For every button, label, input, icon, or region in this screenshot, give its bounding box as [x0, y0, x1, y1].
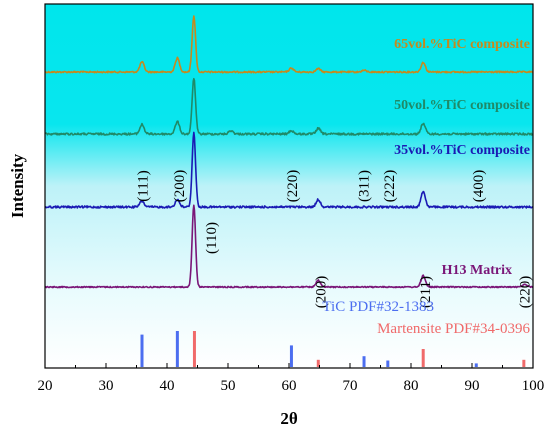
peak-index-label: (220)	[518, 276, 534, 309]
series-line	[44, 15, 534, 74]
plot-background	[45, 4, 533, 368]
peak-index-label: (200)	[314, 276, 330, 309]
peak-index-label: (222)	[382, 170, 398, 203]
reference-labels-group: TiC PDF#32-1383 Martensite PDF#34-0396	[322, 299, 530, 337]
series-line	[44, 77, 534, 136]
peak-index-label: (311)	[356, 170, 372, 202]
series-lines-group	[44, 15, 534, 289]
x-tick-label: 20	[38, 378, 53, 394]
peak-index-label: (200)	[172, 170, 188, 203]
series-label: 35vol.%TiC composite	[394, 143, 530, 158]
x-tick-label: 50	[221, 378, 236, 394]
series-label: 50vol.%TiC composite	[394, 98, 530, 113]
reference-label: TiC PDF#32-1383	[322, 299, 434, 315]
x-axis-title: 2θ	[280, 409, 298, 428]
series-labels-group: 65vol.%TiC composite 50vol.%TiC composite…	[394, 37, 530, 278]
y-axis-title: Intensity	[8, 153, 27, 218]
series-line	[44, 131, 534, 209]
x-tick-label: 90	[465, 378, 480, 394]
peak-labels-group: (111) (200) (220) (311) (222) (400) (110) (200)…	[136, 170, 534, 309]
peak-index-label: (110)	[204, 222, 220, 254]
series-line	[44, 204, 534, 289]
series-label: H13 Matrix	[442, 263, 512, 278]
x-tick-label: 80	[404, 378, 419, 394]
peak-index-label: (400)	[471, 170, 487, 203]
x-tick-label: 70	[343, 378, 358, 394]
reference-lines-group	[140, 331, 526, 367]
series-label: 65vol.%TiC composite	[394, 37, 530, 52]
x-tick-label: 100	[522, 378, 545, 394]
peak-index-label: (220)	[285, 170, 301, 203]
reference-label: Martensite PDF#34-0396	[377, 321, 530, 337]
x-tick-label: 60	[282, 378, 297, 394]
x-tick-label: 30	[99, 378, 114, 394]
x-ticks-group: 20 30 40 50 60 70 80 90 100	[38, 363, 545, 394]
peak-index-label: (111)	[136, 170, 152, 201]
peak-index-label: (211)	[418, 276, 434, 308]
x-tick-label: 40	[160, 378, 175, 394]
